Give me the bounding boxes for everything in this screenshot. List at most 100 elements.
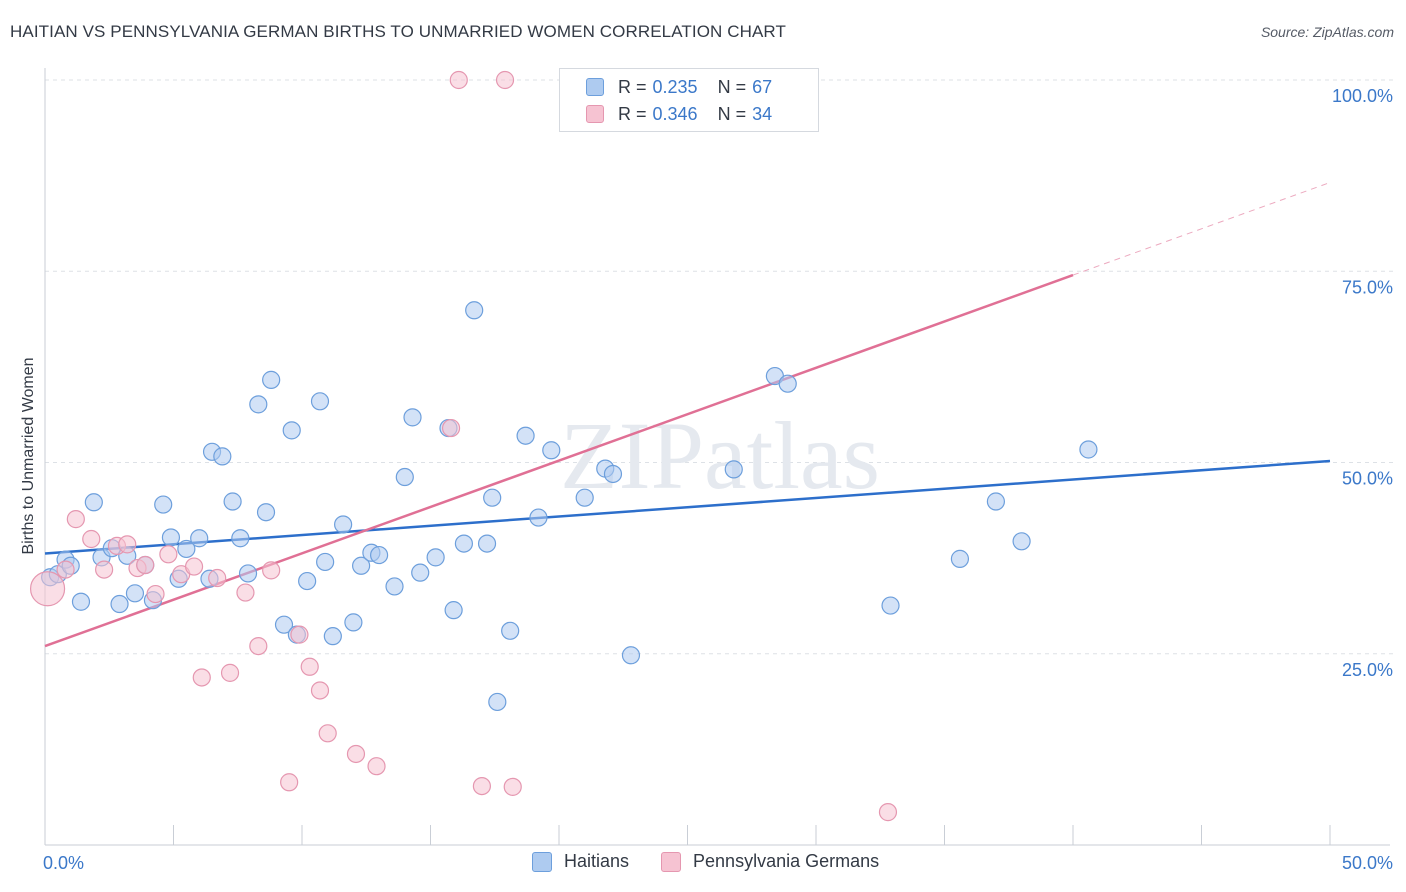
- pa-german-point: [146, 584, 165, 604]
- trend-layer: [44, 182, 1331, 648]
- haitian-point: [310, 392, 330, 411]
- legend-swatch-pa-germans: [586, 105, 604, 123]
- legend-n-value: 67: [752, 76, 773, 97]
- legend-label-pa-germans: Pennsylvania Germans: [693, 851, 880, 871]
- pa-german-point: [346, 744, 366, 764]
- chart-title: HAITIAN VS PENNSYLVANIA GERMAN BIRTHS TO…: [10, 22, 786, 41]
- haitian-point: [501, 621, 520, 640]
- haitian-point: [223, 492, 242, 511]
- correlation-legend: R = 0.235 N = 67 R = 0.346 N = 34: [559, 68, 819, 132]
- pa-german-point: [280, 773, 299, 792]
- haitian-point: [177, 539, 196, 559]
- series-legend: Haitians Pennsylvania Germans: [532, 851, 911, 872]
- pa-german-point: [118, 535, 137, 554]
- haitian-point: [110, 594, 129, 614]
- haitian-point: [465, 301, 484, 320]
- haitian-point: [323, 627, 342, 646]
- haitian-point: [262, 370, 281, 389]
- legend-row-haitians: R = 0.235 N = 67: [586, 75, 772, 99]
- haitian-point: [125, 584, 145, 603]
- haitian-point: [71, 592, 91, 611]
- pa-german-point: [56, 560, 75, 579]
- haitian-point: [444, 601, 463, 620]
- points-layer: [29, 70, 1098, 822]
- tick-label-layer: 25.0% 50.0% 75.0% 100.0% 0.0% 50.0%: [43, 86, 1393, 873]
- haitian-point: [370, 545, 389, 565]
- haitian-point: [282, 421, 301, 440]
- haitian-trend-line: [44, 459, 1331, 555]
- x-tick-label: 0.0%: [43, 853, 84, 873]
- pa-german-trend-extension: [1072, 182, 1331, 276]
- pa-german-point: [95, 560, 114, 579]
- source-label: Source: ZipAtlas.com: [1260, 24, 1394, 40]
- haitian-point: [1079, 440, 1098, 459]
- haitian-point: [256, 503, 276, 522]
- haitian-point: [881, 596, 900, 615]
- pa-german-point: [136, 555, 155, 575]
- haitian-point: [411, 563, 430, 582]
- pa-german-point: [208, 568, 227, 588]
- haitian-point: [298, 571, 317, 591]
- haitian-point: [603, 464, 623, 484]
- y-tick-label: 50.0%: [1342, 469, 1393, 489]
- pa-german-point: [82, 529, 101, 549]
- haitian-point: [395, 467, 414, 487]
- pa-german-point: [310, 681, 330, 700]
- legend-r-value: 0.235: [652, 76, 698, 97]
- pa-german-point: [29, 571, 66, 607]
- pa-german-point: [318, 724, 337, 743]
- haitian-point: [403, 408, 422, 427]
- legend-row-pa-germans: R = 0.346 N = 34: [586, 102, 772, 126]
- pa-german-point: [184, 557, 204, 576]
- y-tick-label: 25.0%: [1342, 660, 1393, 680]
- haitian-point: [542, 441, 561, 460]
- haitian-point: [352, 556, 371, 575]
- haitian-point: [190, 529, 209, 548]
- axis-layer: [44, 68, 1390, 846]
- pa-german-point: [878, 803, 898, 822]
- pa-german-point: [159, 545, 178, 564]
- haitian-point: [516, 426, 535, 445]
- legend-swatch-haitians: [532, 851, 552, 872]
- haitian-point: [344, 613, 363, 632]
- legend-r-label: R =: [618, 103, 647, 124]
- haitian-point: [213, 447, 232, 466]
- haitian-point: [778, 374, 797, 393]
- haitian-point: [385, 577, 404, 596]
- legend-n-label: N =: [717, 76, 747, 97]
- pa-german-point: [300, 657, 319, 676]
- haitian-point: [454, 534, 474, 553]
- pa-german-point: [192, 668, 211, 687]
- legend-r-value: 0.346: [652, 103, 698, 124]
- pa-german-point: [495, 70, 515, 90]
- legend-r-label: R =: [618, 76, 647, 97]
- pa-german-point: [441, 418, 461, 438]
- pa-german-trend-line: [44, 273, 1074, 648]
- legend-item-pa-germans[interactable]: Pennsylvania Germans: [661, 851, 879, 872]
- pa-german-point: [236, 583, 255, 602]
- haitian-point: [274, 615, 294, 634]
- legend-swatch-haitians: [586, 78, 604, 96]
- haitian-point: [84, 493, 103, 512]
- pa-german-point: [262, 561, 281, 580]
- haitian-point: [334, 515, 353, 534]
- pa-german-point: [449, 70, 468, 90]
- haitian-point: [621, 646, 641, 665]
- pa-german-point: [290, 625, 309, 644]
- pa-german-point: [503, 777, 522, 796]
- haitian-point: [575, 488, 594, 507]
- legend-item-haitians[interactable]: Haitians: [532, 851, 629, 872]
- haitian-point: [154, 495, 173, 514]
- legend-swatch-pa-germans: [661, 851, 682, 872]
- legend-n-value: 34: [752, 103, 773, 124]
- pa-german-point: [66, 510, 85, 529]
- pa-german-point: [249, 636, 268, 656]
- watermark: ZIPatlas: [560, 402, 880, 509]
- haitian-point: [161, 528, 181, 547]
- haitian-point: [488, 692, 507, 712]
- haitian-point: [426, 548, 445, 567]
- haitian-point: [483, 488, 502, 507]
- legend-n-label: N =: [717, 103, 747, 124]
- x-tick-label: 50.0%: [1342, 853, 1393, 873]
